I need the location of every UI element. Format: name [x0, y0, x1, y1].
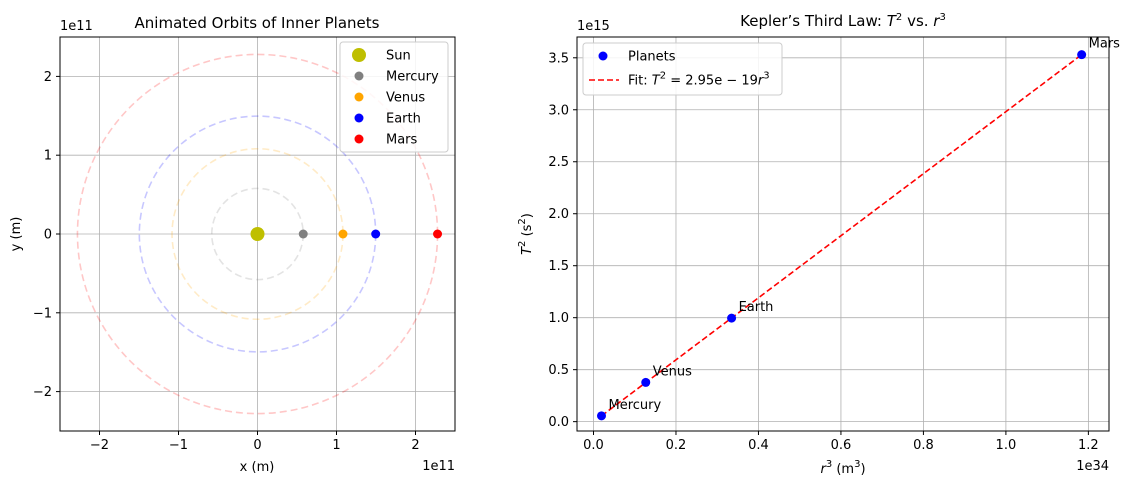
orbit-legend-box — [339, 41, 449, 153]
orbit-y-tick-label: 1 — [44, 149, 52, 164]
kepler-x-tick-label: 1.2 — [1078, 438, 1099, 453]
orbit-point-mercury — [298, 229, 308, 239]
orbit-x-tick-label: −2 — [90, 438, 109, 453]
kepler-x-axis-label: r3 (m3) — [820, 459, 865, 477]
kepler-x-scale-label: 1e34 — [1076, 459, 1109, 474]
orbit-y-scale-label: 1e11 — [60, 19, 93, 34]
orbit-x-ticks: −2 −1 0 1 2 — [90, 431, 420, 453]
kepler-x-tick-label: 0.4 — [748, 438, 769, 453]
orbit-chart-title: Animated Orbits of Inner Planets — [135, 14, 380, 32]
orbit-y-ticks: −2 −1 0 1 2 — [33, 70, 60, 400]
legend-label-fit: Fit: T2 = 2.95e − 19r3 — [628, 71, 770, 89]
kepler-point-mars — [1077, 50, 1087, 60]
kepler-point-mercury — [596, 411, 606, 421]
kepler-y-tick-label: 2.5 — [548, 155, 569, 170]
kepler-y-tick-label: 1.0 — [548, 311, 569, 326]
orbit-x-tick-label: 2 — [411, 438, 419, 453]
kepler-chart-title: Kepler’s Third Law: T2 vs. r3 — [740, 12, 946, 30]
kepler-x-tick-label: 0.6 — [831, 438, 852, 453]
kepler-x-tick-label: 0.0 — [583, 438, 604, 453]
kepler-point-venus — [641, 377, 651, 387]
kepler-y-tick-label: 2.0 — [548, 207, 569, 222]
orbit-chart: −2 −1 0 1 2 −2 −1 0 1 2 Animated Orbits of Inner… — [9, 14, 456, 475]
kepler-annotation-earth: Earth — [739, 300, 774, 315]
legend-label-venus: Venus — [386, 91, 425, 106]
orbit-point-mars — [433, 229, 443, 239]
kepler-x-tick-label: 1.0 — [996, 438, 1017, 453]
orbit-legend: Sun Mercury Venus Earth Mars — [339, 41, 449, 153]
kepler-points — [596, 50, 1087, 421]
kepler-y-tick-label: 0.0 — [548, 415, 569, 430]
legend-label-mars: Mars — [386, 133, 418, 148]
kepler-annotation-mars: Mars — [1089, 37, 1121, 52]
kepler-annotation-venus: Venus — [653, 364, 692, 379]
kepler-grid — [577, 37, 1109, 431]
kepler-y-tick-label: 1.5 — [548, 259, 569, 274]
kepler-y-tick-label: 3.0 — [548, 103, 569, 118]
kepler-y-ticks: 0.0 0.5 1.0 1.5 2.0 2.5 3.0 3.5 — [548, 51, 577, 430]
legend-label-mercury: Mercury — [386, 70, 439, 85]
kepler-x-tick-label: 0.8 — [913, 438, 934, 453]
orbit-x-scale-label: 1e11 — [422, 459, 455, 474]
orbit-point-venus — [338, 229, 348, 239]
orbit-x-tick-label: 0 — [253, 438, 261, 453]
kepler-x-ticks: 0.0 0.2 0.4 0.6 0.8 1.0 1.2 — [583, 431, 1099, 453]
orbit-x-tick-label: 1 — [332, 438, 340, 453]
fit-line — [601, 54, 1083, 417]
kepler-legend: Planets Fit: T2 = 2.95e − 19r3 — [582, 42, 783, 96]
legend-marker-mercury — [354, 71, 364, 81]
kepler-y-axis-label: T2 (s2) — [517, 213, 535, 255]
orbit-y-axis-label: y (m) — [9, 217, 24, 252]
legend-label-planets: Planets — [628, 50, 676, 65]
orbit-x-tick-label: −1 — [169, 438, 188, 453]
orbit-x-axis-label: x (m) — [240, 460, 275, 475]
kepler-legend-box — [582, 42, 783, 96]
orbit-y-tick-label: 2 — [44, 70, 52, 85]
orbit-y-tick-label: −2 — [33, 385, 52, 400]
legend-marker-planets — [598, 51, 608, 61]
orbit-points — [250, 227, 443, 241]
kepler-y-tick-label: 0.5 — [548, 363, 569, 378]
kepler-y-scale-label: 1e15 — [577, 19, 610, 34]
legend-marker-mars — [354, 134, 364, 144]
kepler-x-tick-label: 0.2 — [666, 438, 687, 453]
kepler-y-tick-label: 3.5 — [548, 51, 569, 66]
orbit-point-sun — [250, 227, 265, 241]
orbit-y-tick-label: −1 — [33, 306, 52, 321]
legend-label-sun: Sun — [386, 49, 411, 64]
legend-marker-venus — [354, 92, 364, 102]
kepler-point-earth — [727, 313, 737, 323]
orbit-y-tick-label: 0 — [44, 228, 52, 243]
kepler-annotation-mercury: Mercury — [608, 398, 661, 413]
kepler-annotations: Mercury Venus Earth Mars — [608, 37, 1120, 413]
kepler-axes-frame — [576, 36, 1110, 432]
legend-marker-earth — [354, 113, 364, 123]
legend-marker-sun — [352, 48, 366, 62]
legend-label-earth: Earth — [386, 112, 421, 127]
kepler-chart: Mercury Venus Earth Mars 0.0 0.2 0.4 0.6 0.8 1.0… — [517, 12, 1120, 477]
orbit-point-earth — [371, 229, 381, 239]
